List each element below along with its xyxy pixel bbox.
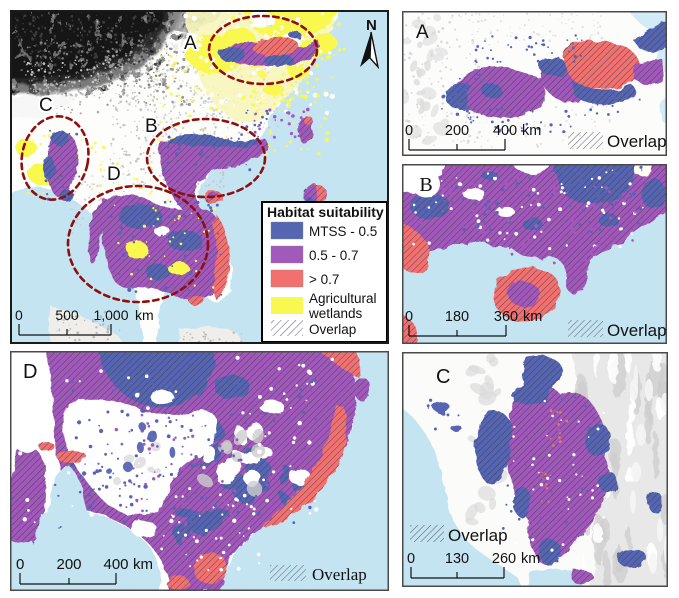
svg-text:360: 360	[494, 309, 518, 325]
svg-text:km: km	[135, 307, 154, 323]
svg-text:D: D	[107, 164, 121, 185]
svg-text:Overlap: Overlap	[312, 565, 367, 584]
svg-text:500: 500	[55, 307, 79, 323]
svg-text:180: 180	[445, 309, 469, 325]
svg-text:400: 400	[493, 123, 517, 139]
svg-text:B: B	[419, 174, 432, 196]
svg-text:Overlap: Overlap	[607, 321, 667, 340]
svg-text:km: km	[522, 123, 541, 139]
svg-text:200: 200	[445, 123, 469, 139]
svg-text:km: km	[523, 309, 542, 325]
svg-text:A: A	[416, 22, 429, 43]
svg-text:Habitat suitability: Habitat suitability	[267, 204, 384, 220]
svg-text:130: 130	[445, 551, 469, 567]
svg-text:> 0.7: > 0.7	[309, 272, 339, 287]
svg-text:0: 0	[405, 309, 413, 325]
svg-text:C: C	[436, 366, 450, 388]
svg-text:0: 0	[407, 551, 415, 567]
svg-text:1,000: 1,000	[93, 307, 128, 323]
svg-text:MTSS - 0.5: MTSS - 0.5	[309, 224, 377, 239]
svg-text:C: C	[39, 95, 53, 116]
svg-text:A: A	[184, 33, 197, 54]
svg-text:Agricultural: Agricultural	[309, 291, 377, 306]
svg-text:0.5 - 0.7: 0.5 - 0.7	[309, 248, 359, 263]
svg-text:400: 400	[103, 556, 128, 573]
svg-text:Overlap: Overlap	[448, 526, 508, 545]
svg-text:0: 0	[405, 123, 413, 139]
svg-text:Overlap: Overlap	[607, 132, 667, 151]
svg-text:200: 200	[56, 556, 81, 573]
svg-text:N: N	[366, 17, 377, 34]
svg-text:Overlap: Overlap	[309, 322, 356, 337]
svg-text:wetlands: wetlands	[308, 306, 363, 321]
svg-text:260: 260	[492, 551, 516, 567]
svg-text:D: D	[23, 361, 37, 383]
svg-text:B: B	[145, 116, 158, 137]
svg-text:km: km	[133, 556, 153, 573]
svg-text:0: 0	[16, 556, 24, 573]
svg-text:km: km	[521, 551, 540, 567]
svg-text:0: 0	[15, 307, 23, 323]
